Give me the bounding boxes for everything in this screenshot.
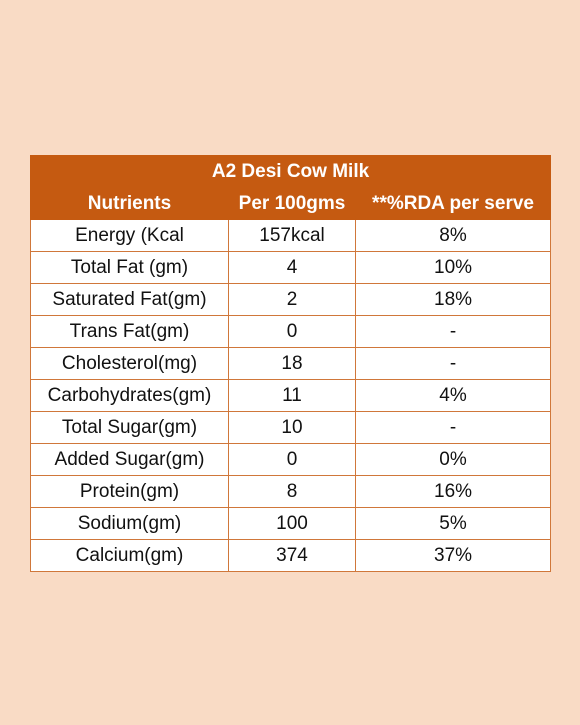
table-row: Cholesterol(mg) 18 - [30,347,552,380]
per-100-value: 8 [228,475,356,508]
nutrient-name: Total Sugar(gm) [30,411,229,444]
rda-value: 8% [354,219,552,252]
header-per-100gms: Per 100gms [228,187,356,220]
nutrient-name: Protein(gm) [30,475,229,508]
table-header-row: Nutrients Per 100gms **%RDA per serve [30,187,552,220]
nutrient-name: Saturated Fat(gm) [30,283,229,316]
nutrient-name: Calcium(gm) [30,539,229,572]
table-row: Saturated Fat(gm) 2 18% [30,283,552,316]
rda-value: 16% [354,475,552,508]
per-100-value: 4 [228,251,356,284]
rda-value: 4% [354,379,552,412]
rda-value: 18% [354,283,552,316]
table-row: Total Sugar(gm) 10 - [30,411,552,444]
nutrient-name: Total Fat (gm) [30,251,229,284]
per-100-value: 2 [228,283,356,316]
table-row: Calcium(gm) 374 37% [30,539,552,572]
table-title: A2 Desi Cow Milk [29,155,552,188]
nutrient-name: Energy (Kcal [30,219,229,252]
rda-value: 5% [354,507,552,540]
table-row: Carbohydrates(gm) 11 4% [30,379,552,412]
per-100-value: 11 [228,379,356,412]
rda-value: - [354,347,552,380]
rda-value: 37% [354,539,552,572]
per-100-value: 374 [228,539,356,572]
table-row: Energy (Kcal 157kcal 8% [30,219,552,252]
per-100-value: 10 [228,411,356,444]
nutrition-table: A2 Desi Cow Milk Nutrients Per 100gms **… [29,155,552,572]
rda-value: 0% [354,443,552,476]
nutrient-name: Sodium(gm) [30,507,229,540]
per-100-value: 157kcal [228,219,356,252]
table-row: Protein(gm) 8 16% [30,475,552,508]
rda-value: - [354,315,552,348]
per-100-value: 18 [228,347,356,380]
table-row: Added Sugar(gm) 0 0% [30,443,552,476]
nutrient-name: Added Sugar(gm) [30,443,229,476]
rda-value: - [354,411,552,444]
rda-value: 10% [354,251,552,284]
per-100-value: 0 [228,315,356,348]
per-100-value: 0 [228,443,356,476]
table-row: Sodium(gm) 100 5% [30,507,552,540]
nutrient-name: Carbohydrates(gm) [30,379,229,412]
table-row: Total Fat (gm) 4 10% [30,251,552,284]
table-title-row: A2 Desi Cow Milk [29,155,552,188]
nutrient-name: Trans Fat(gm) [30,315,229,348]
header-rda-per-serve: **%RDA per serve [354,187,552,220]
header-nutrients: Nutrients [30,187,229,220]
nutrient-name: Cholesterol(mg) [30,347,229,380]
table-row: Trans Fat(gm) 0 - [30,315,552,348]
per-100-value: 100 [228,507,356,540]
